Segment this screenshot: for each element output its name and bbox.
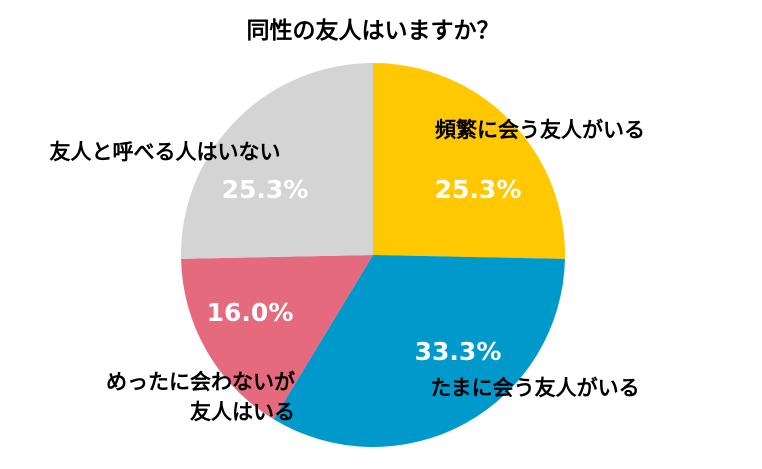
- pie-slice: [273, 255, 565, 448]
- pie-slice: [373, 63, 565, 259]
- value-label: 25.3%: [221, 175, 309, 204]
- slice-label: 友人と呼べる人はいない: [49, 140, 281, 164]
- slice-label: たまに会う友人がいる: [430, 376, 640, 400]
- chart-title: 同性の友人はいますか？: [246, 18, 500, 44]
- value-label: 16.0%: [206, 298, 294, 327]
- pie-slice: [181, 255, 373, 420]
- slice-label: めったに会わないが 友人はいる: [106, 370, 295, 424]
- value-label: 25.3%: [434, 175, 522, 204]
- slice-label: 頻繁に会う友人がいる: [435, 118, 645, 142]
- value-label: 33.3%: [414, 337, 502, 366]
- pie-slice: [181, 63, 373, 259]
